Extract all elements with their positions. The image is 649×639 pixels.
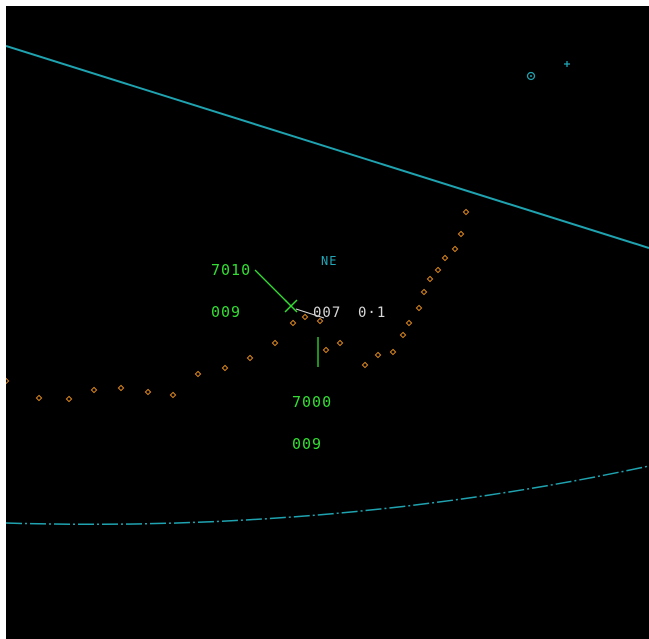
- history-dot: [65, 395, 73, 403]
- history-dot: [289, 319, 297, 327]
- history-dot: [194, 370, 202, 378]
- target-id: 007: [313, 305, 342, 321]
- history-dot: [6, 377, 10, 385]
- radar-display[interactable]: 7010 009 7000 009 NE 007 0·1: [6, 6, 649, 639]
- history-dot: [336, 339, 344, 347]
- history-dot: [301, 313, 309, 321]
- history-dot: [316, 317, 324, 325]
- history-dot: [462, 208, 470, 216]
- history-dot: [117, 384, 125, 392]
- history-dot: [35, 394, 43, 402]
- history-dot: [271, 339, 279, 347]
- history-dot: [451, 245, 459, 253]
- history-dot: [374, 351, 382, 359]
- history-dot: [361, 361, 369, 369]
- velocity-vector: [295, 308, 325, 319]
- history-dot: [144, 388, 152, 396]
- squawk-code: 7010: [211, 261, 252, 279]
- aircraft-data-block[interactable]: 7010 009: [211, 235, 251, 347]
- flight-level: 009: [211, 303, 242, 321]
- history-dot: [426, 275, 434, 283]
- history-dot: [415, 304, 423, 312]
- target-range: 0·1: [358, 305, 387, 321]
- history-dot: [389, 348, 397, 356]
- squawk-code: 7000: [292, 393, 333, 411]
- track-history-trail: [6, 208, 470, 403]
- boundary-line: [6, 45, 649, 249]
- history-dot: [434, 266, 442, 274]
- waypoint-icon[interactable]: [564, 61, 570, 67]
- navaid-icon[interactable]: [526, 71, 536, 81]
- aircraft-data-block[interactable]: 7000 009: [292, 367, 332, 479]
- radar-map: [6, 45, 649, 526]
- flight-level: 009: [292, 435, 323, 453]
- history-dot: [221, 364, 229, 372]
- history-dot: [399, 331, 407, 339]
- history-dot: [441, 254, 449, 262]
- history-dot: [169, 391, 177, 399]
- history-dot: [90, 386, 98, 394]
- history-dot: [405, 319, 413, 327]
- history-dot: [246, 354, 254, 362]
- cross-icon[interactable]: [284, 299, 298, 313]
- history-dot: [322, 346, 330, 354]
- history-dot: [420, 288, 428, 296]
- leader-line: [254, 269, 288, 303]
- range-arc: [6, 465, 649, 526]
- history-dot: [457, 230, 465, 238]
- sector-label: NE: [321, 254, 338, 268]
